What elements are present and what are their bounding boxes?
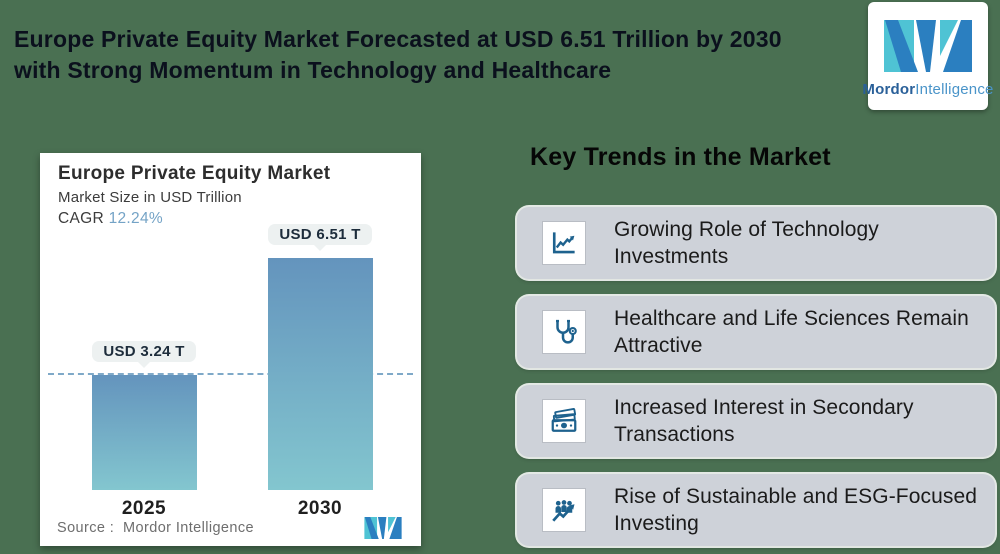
page-title-line1: Europe Private Equity Market Forecasted …: [14, 26, 782, 52]
mordor-logo-small-icon: [364, 517, 402, 539]
bar-2025: [91, 375, 197, 490]
chart-footer: Source : Mordor Intelligence: [57, 517, 404, 539]
source-label: Source : Mordor Intelligence: [57, 520, 254, 536]
line-chart-icon: [552, 232, 575, 254]
trend-card-technology: Growing Role of Technology Investments: [517, 207, 995, 279]
trend-icon-box: [542, 488, 586, 532]
trend-icon-box: [542, 310, 586, 354]
bar-plot: USD 3.24 T 2025 USD 6.51 T 2030: [40, 153, 421, 519]
page-title: Europe Private Equity Market Forecasted …: [14, 24, 859, 86]
trend-card-esg: Rise of Sustainable and ESG-Focused Inve…: [517, 474, 995, 546]
trend-card-healthcare: Healthcare and Life Sciences Remain Attr…: [517, 296, 995, 368]
chart-subtitle: Market Size in USD Trillion: [58, 189, 242, 206]
cagr-label: CAGR: [58, 210, 104, 227]
mordor-logo-m-icon: [884, 20, 972, 72]
page-title-line2: with Strong Momentum in Technology and H…: [14, 57, 612, 83]
cagr-value: 12.24%: [108, 210, 163, 227]
mordor-logo-wordmark: MordorIntelligence: [862, 81, 994, 98]
x-axis-label-2030: 2030: [297, 498, 343, 519]
trend-icon-box: [542, 399, 586, 443]
trend-text: Increased Interest in Secondary Transact…: [614, 396, 914, 446]
bar-value-label-2030: USD 6.51 T: [268, 224, 372, 251]
trend-icon-box: [542, 221, 586, 265]
mordor-intelligence-logo: MordorIntelligence: [862, 2, 993, 110]
people-growth-icon: [552, 500, 575, 522]
trend-text: Healthcare and Life Sciences Remain Attr…: [614, 307, 969, 357]
trend-text: Growing Role of Technology Investments: [614, 218, 879, 268]
chart-title: Europe Private Equity Market: [58, 163, 331, 184]
market-chart-card: Europe Private Equity Market Market Size…: [40, 153, 421, 546]
trend-card-secondaries: Increased Interest in Secondary Transact…: [517, 385, 995, 457]
chart-cagr: CAGR 12.24%: [58, 210, 163, 228]
bar-value-label-2025: USD 3.24 T: [92, 341, 196, 368]
bar-2030: [267, 258, 373, 490]
stethoscope-icon: [556, 319, 577, 344]
trend-text: Rise of Sustainable and ESG-Focused Inve…: [614, 485, 978, 535]
reference-dashed-line: [48, 373, 413, 375]
banknote-icon: [551, 408, 577, 432]
x-axis-label-2025: 2025: [121, 498, 167, 519]
key-trends-heading: Key Trends in the Market: [530, 143, 831, 171]
